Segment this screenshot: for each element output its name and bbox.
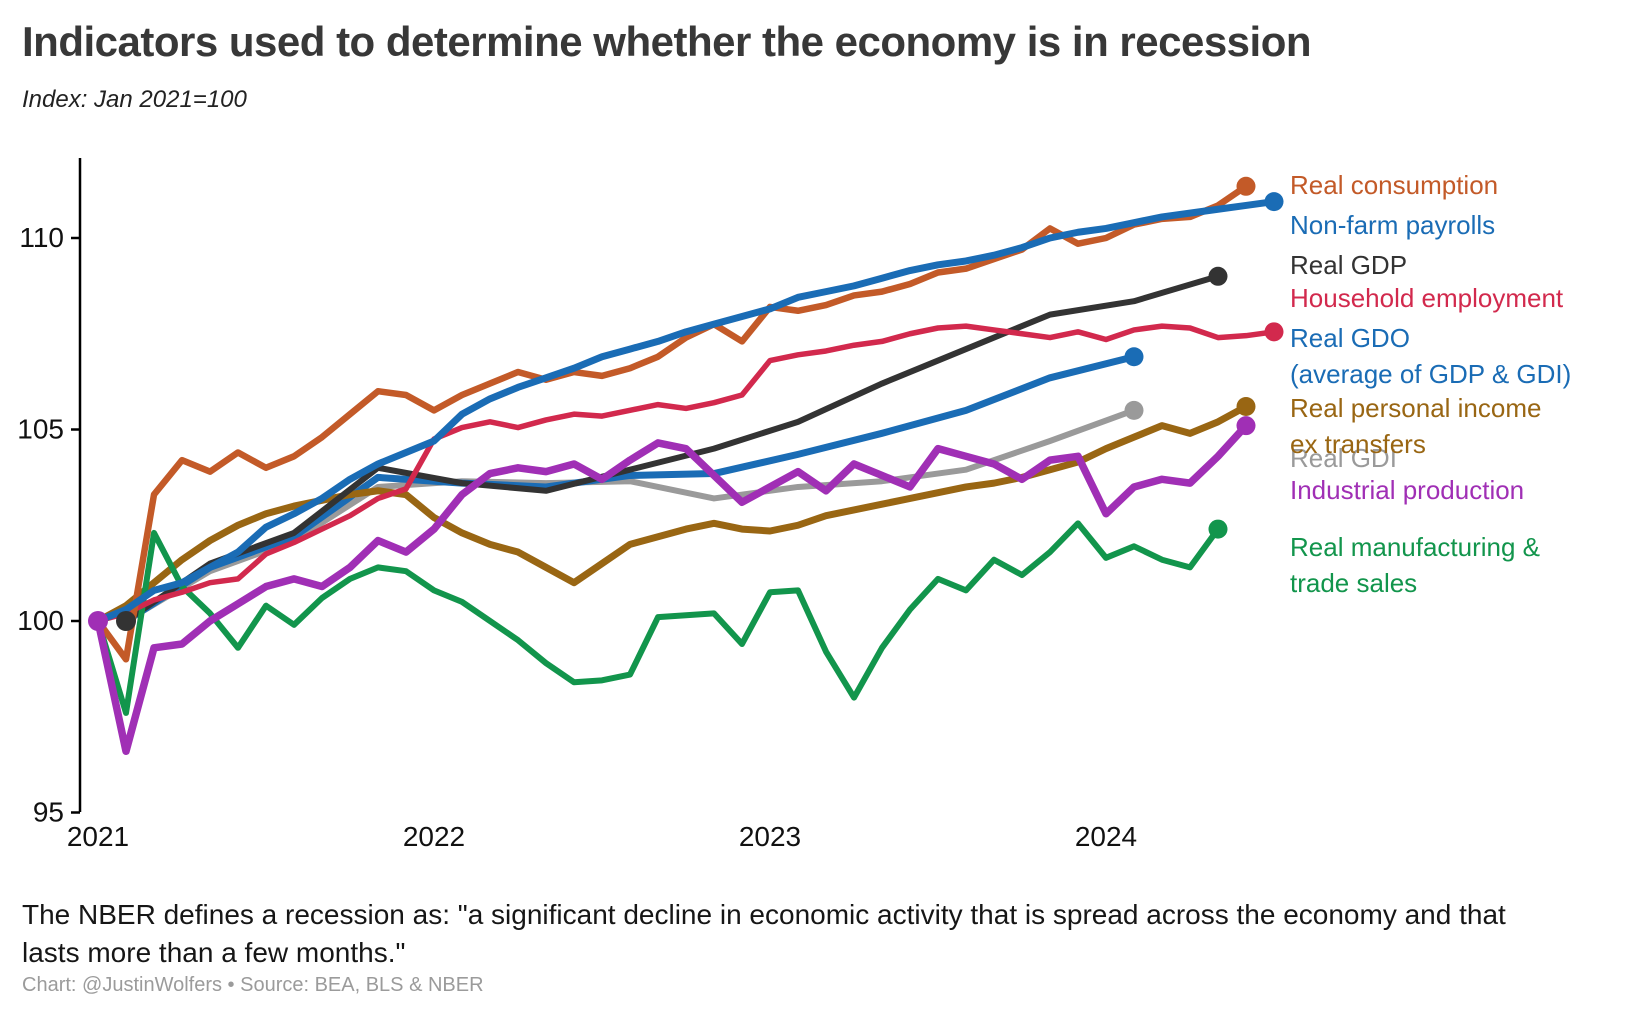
legend-label-real-gdi: Real GDI [1290,440,1397,476]
series-line-non-farm-payrolls [94,198,1278,625]
start-dot-real-gdp [116,611,136,631]
chart-subtitle: Index: Jan 2021=100 [22,86,247,113]
series-line-household-employment [95,323,1277,624]
x-tick-label-2024: 2024 [1075,821,1137,852]
end-dot-non-farm-payrolls [1264,192,1284,212]
legend-label-household-employment: Household employment [1290,280,1563,316]
y-tick-label-95: 95 [33,797,64,828]
legend-label-line: ex transfers [1290,429,1426,459]
legend-label-line: Non-farm payrolls [1290,210,1496,240]
series-line-real-manufacturing-trade-sales [95,520,1221,716]
legend-label-line: (average of GDP & GDI) [1290,359,1572,389]
legend-label-real-gdp: Real GDP [1290,247,1407,283]
x-tick-label-2021: 2021 [67,821,129,852]
start-dot-industrial-production [88,611,108,631]
legend-label-real-consumption: Real consumption [1290,167,1498,203]
x-tick-label-2022: 2022 [403,821,465,852]
legend-label-line: Real consumption [1290,170,1499,200]
series-line-real-gdp [123,273,1221,624]
end-dot-real-gdi [1124,400,1144,420]
end-dot-real-consumption [1236,176,1256,196]
end-dot-real-gdo [1124,347,1144,367]
x-tick-label-2023: 2023 [739,821,801,852]
series-line-real-gdi [123,407,1137,624]
legend-label-real-personal-income-ex-transfers: Real personal income ex transfers [1290,390,1541,462]
legend-label-line: Real manufacturing & [1290,532,1541,562]
end-dot-industrial-production [1236,416,1256,436]
y-tick-label-100: 100 [17,605,64,636]
footer-credit: Chart: @JustinWolfers • Source: BEA, BLS… [22,974,484,996]
legend-label-line: Real personal income [1290,393,1542,423]
legend-label-line: Real GDO [1290,323,1410,353]
series-line-industrial-production [94,421,1250,755]
legend-label-industrial-production: Industrial production [1290,472,1524,508]
legend-label-line: Real GDP [1290,250,1408,280]
y-tick-label-110: 110 [19,222,64,253]
legend-label-real-manufacturing-trade-sales: Real manufacturing & trade sales [1290,529,1540,601]
series-line-real-personal-income-ex-transfers [94,403,1250,625]
end-dot-real-manufacturing-trade-sales [1208,519,1228,539]
end-dot-real-personal-income-ex-transfers [1236,397,1256,417]
legend-label-line: Industrial production [1290,475,1525,505]
legend-label-line: Real GDI [1290,443,1397,473]
series-line-real-gdo [122,353,1138,625]
end-dot-household-employment [1264,322,1284,342]
legend-label-non-farm-payrolls: Non-farm payrolls [1290,207,1495,243]
series-line-real-consumption [94,183,1250,663]
legend-label-real-gdo: Real GDO (average of GDP & GDI) [1290,320,1571,392]
legend-label-line: trade sales [1290,568,1418,598]
end-dot-real-gdp [1208,266,1228,286]
footer-note: The NBER defines a recession as: "a sign… [22,899,1506,968]
page-title: Indicators used to determine whether the… [22,18,1312,65]
y-tick-label-105: 105 [17,414,64,445]
legend-label-line: Household employment [1290,283,1564,313]
